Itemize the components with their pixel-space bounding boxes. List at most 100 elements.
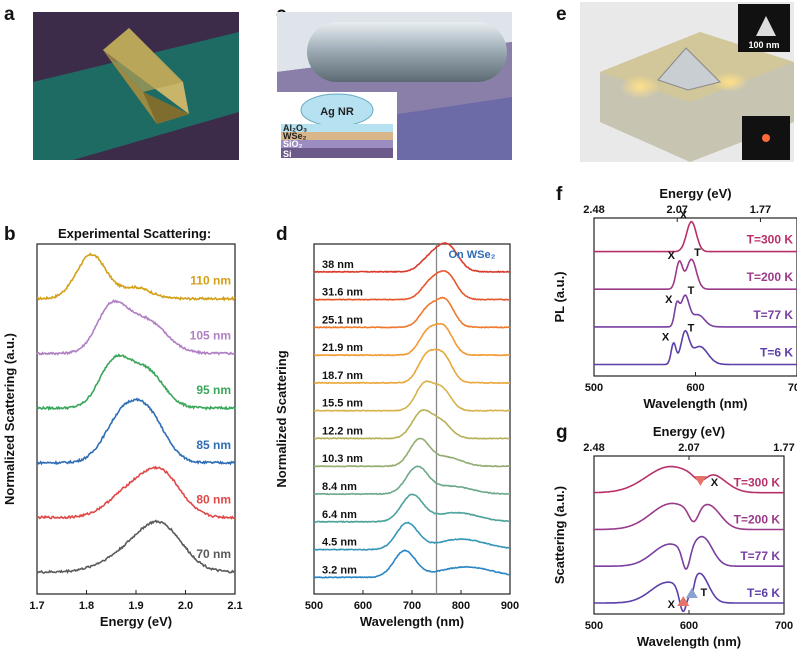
label-sio2: SiO₂ — [283, 139, 303, 149]
x-tick-label: 500 — [305, 600, 323, 612]
series-label: 21.9 nm — [322, 342, 363, 354]
series-label: 105 nm — [190, 328, 231, 342]
arrow-x-bottom — [677, 596, 690, 606]
series-line — [36, 252, 236, 302]
panel-e-render: 100 nm — [580, 2, 794, 162]
panel-letter-e: e — [556, 4, 567, 25]
y-axis-label: Scattering (a.u.) — [552, 486, 567, 584]
series-line — [313, 521, 510, 551]
top-tick-label: 1.77 — [750, 204, 771, 216]
series-label: 80 nm — [196, 492, 231, 506]
x-tick-label: 1.7 — [29, 600, 44, 612]
x-tick-label: 500 — [585, 382, 603, 394]
top-tick-label: 2.07 — [667, 204, 688, 216]
series-line — [36, 299, 236, 356]
x-tick-label: 500 — [585, 620, 603, 632]
x-tick-label: 900 — [501, 600, 519, 612]
series-line — [313, 549, 511, 579]
series-label: T=6 K — [760, 345, 793, 359]
peak-marker: X — [668, 250, 676, 262]
series-line — [313, 380, 511, 412]
series-line — [594, 220, 797, 253]
series-line — [313, 437, 511, 468]
x-tick-label: 700 — [775, 620, 793, 632]
x-tick-label: 600 — [686, 382, 704, 394]
top-tick-label: 2.48 — [583, 442, 604, 454]
label-wse2: WSe₂ — [283, 131, 307, 141]
series-line — [313, 270, 511, 301]
series-line — [36, 519, 236, 575]
label-si: Si — [283, 149, 292, 159]
top-tick-label: 2.07 — [678, 442, 699, 454]
chart-d: 500 600 700 800 900 Wavelength (nm) Normalized… — [274, 242, 519, 629]
series-label: T=300 K — [747, 233, 794, 247]
series-label: T=6 K — [747, 586, 780, 600]
series-line — [36, 397, 236, 466]
chart-g: 500 600 700 Wavelength (nm) Scattering (a.u.… — [552, 424, 795, 649]
x-axis-label: Wavelength (nm) — [360, 614, 464, 629]
series-line — [594, 535, 784, 570]
peak-marker: X — [665, 294, 673, 306]
series-line — [594, 502, 784, 531]
series-line — [313, 348, 511, 385]
series-label: 110 nm — [190, 274, 231, 288]
x-tick-label: 700 — [788, 382, 797, 394]
x-tick-label: 1.8 — [79, 600, 94, 612]
series-line — [594, 294, 797, 328]
x-tick-label: 700 — [403, 600, 421, 612]
label-ag-nr: Ag NR — [320, 106, 354, 118]
series-label: 12.2 nm — [322, 425, 363, 437]
series-line — [594, 329, 797, 366]
plot-frame — [36, 243, 236, 595]
panel-c-schematic: Ag NR Al₂O₃ WSe₂ SiO₂ Si — [277, 12, 512, 160]
top-axis-label: Energy (eV) — [653, 424, 725, 439]
y-axis-label: PL (a.u.) — [552, 271, 567, 322]
series-label: 25.1 nm — [322, 314, 363, 326]
x-tick-label: 2.0 — [178, 600, 193, 612]
y-axis-label: Normalized Scattering (a.u.) — [2, 333, 17, 505]
x-tick-label: 1.9 — [128, 600, 143, 612]
series-label: 3.2 nm — [322, 564, 357, 576]
series-line — [36, 465, 236, 520]
series-line — [314, 322, 511, 357]
top-axis-label: Energy (eV) — [659, 186, 731, 201]
panel-letter-f: f — [556, 184, 563, 205]
top-tick-label: 1.77 — [773, 442, 794, 454]
series-label: 6.4 nm — [322, 509, 357, 521]
panel-letter-a: a — [4, 4, 15, 25]
series-line — [314, 242, 511, 274]
top-tick-label: 2.48 — [583, 204, 604, 216]
marker-x-bottom: X — [668, 599, 676, 611]
series-line — [313, 296, 511, 329]
series-label: 10.3 nm — [322, 453, 363, 465]
y-axis-label: Normalized Scattering — [274, 350, 289, 487]
series-label: 15.5 nm — [322, 398, 363, 410]
series-label: T=200 K — [747, 270, 794, 284]
chart-b: 1.7 1.8 1.9 2.0 2.1 Energy (eV) Normalized Sca… — [2, 243, 243, 629]
peak-marker: T — [688, 322, 695, 334]
series-line — [36, 353, 236, 412]
series-label: 38 nm — [322, 259, 354, 271]
peak-marker: T — [694, 247, 701, 259]
series-label: 85 nm — [196, 438, 231, 452]
panel-letter-b: b — [4, 224, 16, 245]
series-label: 70 nm — [196, 547, 231, 561]
x-axis-label: Energy (eV) — [100, 614, 172, 629]
series-label: 18.7 nm — [322, 370, 363, 382]
series-label: T=200 K — [734, 512, 781, 526]
series-label: 4.5 nm — [322, 537, 357, 549]
x-tick-label: 600 — [354, 600, 372, 612]
panel-b-title: Experimental Scattering: — [58, 226, 212, 241]
peak-marker: T — [688, 285, 695, 297]
x-axis-label: Wavelength (nm) — [643, 396, 747, 411]
series-line — [594, 258, 797, 290]
arrow-t — [685, 588, 698, 598]
scale-bar-label: 100 nm — [748, 40, 779, 50]
series-label: T=77 K — [740, 549, 780, 563]
chart-f: 500 600 700 Wavelength (nm) PL (a.u.) 2.48 2.0… — [552, 186, 797, 411]
label-al2o3: Al₂O₃ — [283, 123, 307, 133]
series-line — [313, 409, 511, 440]
series-label: 95 nm — [196, 383, 231, 397]
arrow-x-top — [694, 476, 707, 486]
x-axis-label: Wavelength (nm) — [637, 634, 741, 649]
